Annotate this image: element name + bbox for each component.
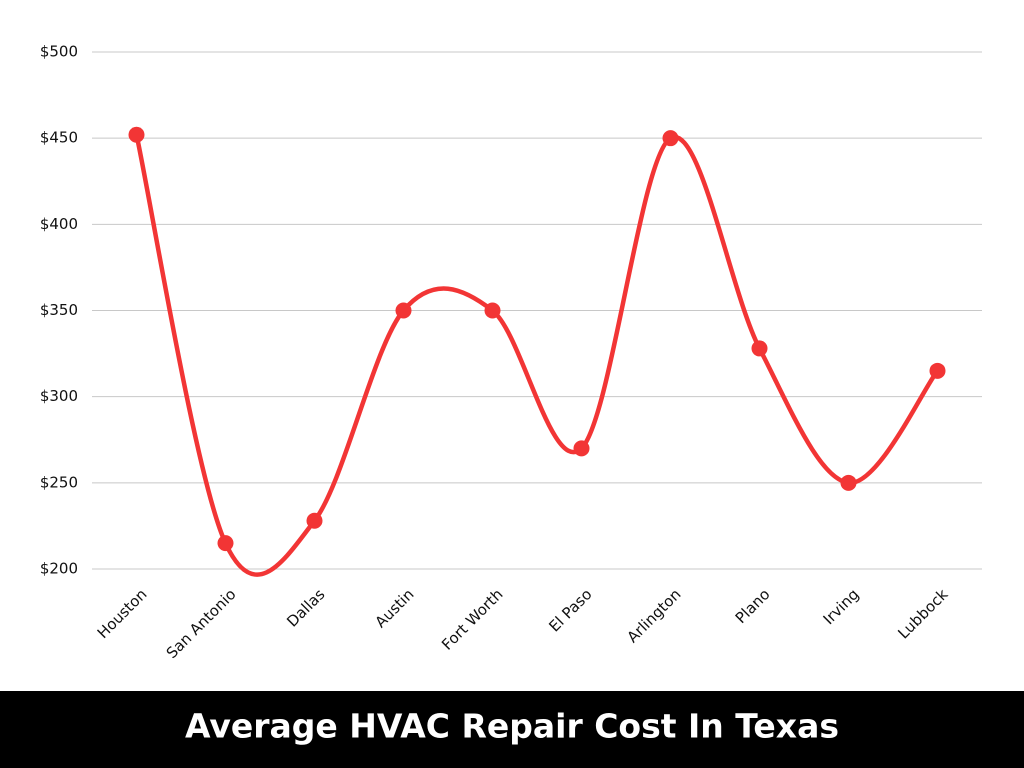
point — [306, 512, 323, 529]
x-tick-label: Fort Worth — [438, 585, 506, 653]
y-tick-label: $250 — [40, 473, 78, 491]
point — [929, 362, 946, 379]
x-tick-label: Dallas — [283, 585, 328, 630]
point — [217, 535, 234, 552]
point — [484, 302, 501, 319]
x-tick-label: Irving — [820, 585, 863, 628]
y-tick-label: $450 — [40, 129, 78, 147]
point — [573, 440, 590, 457]
x-tick-label: El Paso — [545, 585, 595, 635]
point — [751, 340, 768, 357]
point — [840, 474, 857, 491]
y-tick-label: $400 — [40, 215, 78, 233]
x-tick-label: Plano — [732, 585, 774, 627]
point — [662, 130, 679, 147]
x-tick-label: Houston — [94, 585, 151, 642]
y-tick-label: $200 — [40, 560, 78, 578]
line — [134, 132, 940, 577]
x-tick-label: Austin — [371, 585, 417, 631]
x-tick-label: San Antonio — [163, 585, 240, 662]
point — [395, 302, 412, 319]
x-tick-label: Arlington — [623, 585, 684, 646]
point — [128, 126, 145, 143]
y-tick-label: $300 — [40, 387, 78, 405]
y-tick-label: $500 — [40, 43, 78, 61]
title-bar — [0, 691, 1024, 768]
y-tick-label: $350 — [40, 301, 78, 319]
chart-title: Average HVAC Repair Cost In Texas — [185, 707, 839, 746]
x-tick-label: Lubbock — [894, 585, 951, 642]
